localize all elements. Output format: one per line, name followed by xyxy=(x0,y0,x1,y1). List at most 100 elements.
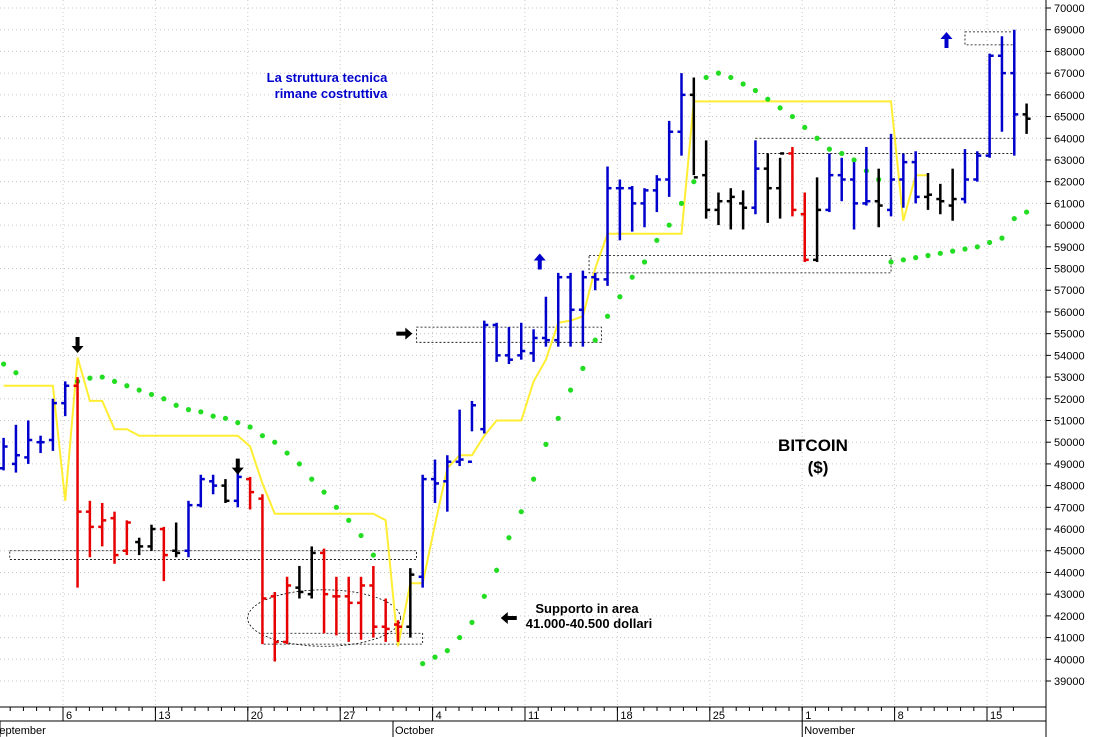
sar-dot xyxy=(851,157,857,163)
x-tick-label: 20 xyxy=(251,710,263,722)
sar-dot xyxy=(444,648,450,654)
support-resistance-boxes xyxy=(9,31,1015,647)
sar-dot xyxy=(358,532,364,539)
parabolic-sar-dots xyxy=(1,70,1030,667)
sar-dot xyxy=(148,391,155,398)
x-tick-label: 15 xyxy=(990,710,1002,722)
sar-dot xyxy=(888,259,894,265)
y-tick-label: 61000 xyxy=(1054,198,1085,210)
note-top-line1: La struttura tecnica xyxy=(267,70,388,85)
y-tick-label: 64000 xyxy=(1054,133,1085,145)
y-tick-label: 39000 xyxy=(1054,676,1085,688)
sar-dot xyxy=(469,619,475,625)
y-tick-label: 43000 xyxy=(1054,589,1085,601)
sar-dot xyxy=(124,383,130,389)
sar-dot xyxy=(802,124,808,131)
ohlc-bars xyxy=(0,29,1031,662)
sar-dot xyxy=(543,441,549,447)
ohlc-bar xyxy=(381,598,390,642)
ohlc-bar xyxy=(172,522,181,558)
sar-dot xyxy=(321,489,327,495)
dashed-box xyxy=(964,31,1015,46)
yellow-trendline xyxy=(3,100,928,647)
y-tick-label: 52000 xyxy=(1054,394,1085,406)
ohlc-bar xyxy=(295,565,304,599)
y-tick-label: 51000 xyxy=(1054,415,1085,427)
sar-dot xyxy=(1,361,7,367)
sar-dot xyxy=(740,81,746,87)
y-tick-label: 50000 xyxy=(1054,437,1085,449)
ohlc-bar xyxy=(246,476,255,510)
ohlc-bar xyxy=(357,576,366,640)
ohlc-bar xyxy=(307,546,316,599)
y-tick-label: 41000 xyxy=(1054,633,1085,645)
ohlc-bar xyxy=(689,77,698,179)
sar-dot xyxy=(913,255,919,261)
dashed-box xyxy=(755,137,1015,154)
sar-dot xyxy=(247,424,253,430)
ohlc-bar xyxy=(665,120,674,197)
ohlc-bar xyxy=(406,568,415,638)
sar-dot xyxy=(555,415,561,421)
y-tick-label: 66000 xyxy=(1054,90,1085,102)
ohlc-bar xyxy=(196,474,205,508)
ohlc-bar xyxy=(985,53,994,158)
sar-dot xyxy=(222,415,229,421)
arrow-left-icon xyxy=(500,612,517,625)
ohlc-bar xyxy=(504,327,513,365)
y-tick-label: 57000 xyxy=(1054,285,1085,297)
sar-dot xyxy=(617,294,623,300)
ohlc-bar xyxy=(960,149,969,204)
sar-dot xyxy=(235,420,241,426)
y-tick-label: 62000 xyxy=(1054,177,1085,189)
ohlc-bar xyxy=(270,591,279,662)
sar-dot xyxy=(728,74,734,81)
ohlc-bar xyxy=(24,420,33,464)
sar-dot xyxy=(457,634,463,641)
sar-dot xyxy=(432,654,438,660)
sar-dot xyxy=(87,375,93,381)
month-label: November xyxy=(804,725,855,737)
x-tick-label: 8 xyxy=(898,710,904,722)
sar-dot xyxy=(925,252,931,259)
x-tick-label: 13 xyxy=(158,710,170,722)
ohlc-bar xyxy=(209,474,218,495)
ohlc-bar xyxy=(874,168,883,228)
ohlc-bar xyxy=(554,272,563,347)
ohlc-bar xyxy=(739,190,748,230)
ohlc-bar xyxy=(443,455,452,512)
ohlc-bar xyxy=(640,188,649,228)
ohlc-bar xyxy=(394,620,403,642)
y-tick-label: 45000 xyxy=(1054,546,1085,558)
ohlc-bar xyxy=(813,177,822,263)
sar-dot xyxy=(494,567,500,573)
ohlc-bar xyxy=(344,576,353,642)
sar-dot xyxy=(950,248,956,254)
sar-dot xyxy=(333,504,339,510)
ohlc-bar xyxy=(480,320,489,434)
x-tick-label: 25 xyxy=(713,710,725,722)
ohlc-bar xyxy=(122,520,131,556)
ohlc-bar xyxy=(923,172,932,210)
ohlc-bar xyxy=(73,377,82,588)
ohlc-bar xyxy=(48,398,57,451)
dashed-box xyxy=(9,550,417,560)
ohlc-bar xyxy=(147,524,156,551)
y-tick-label: 56000 xyxy=(1054,307,1085,319)
sar-dot xyxy=(580,365,586,371)
sar-dot xyxy=(99,374,105,380)
ohlc-bar xyxy=(492,322,501,362)
signal-arrows xyxy=(71,32,953,625)
ohlc-bar xyxy=(258,494,267,645)
x-tick-label: 11 xyxy=(528,710,539,722)
ohlc-bar xyxy=(788,146,797,217)
sar-dot xyxy=(272,439,278,445)
sar-dot xyxy=(592,337,598,343)
ohlc-bar xyxy=(726,188,735,230)
ohlc-bar xyxy=(751,140,760,215)
ohlc-bar xyxy=(529,329,538,362)
ohlc-bar xyxy=(430,459,439,503)
ohlc-bar xyxy=(11,424,20,473)
y-tick-label: 44000 xyxy=(1054,567,1085,579)
ohlc-bar xyxy=(98,502,107,547)
